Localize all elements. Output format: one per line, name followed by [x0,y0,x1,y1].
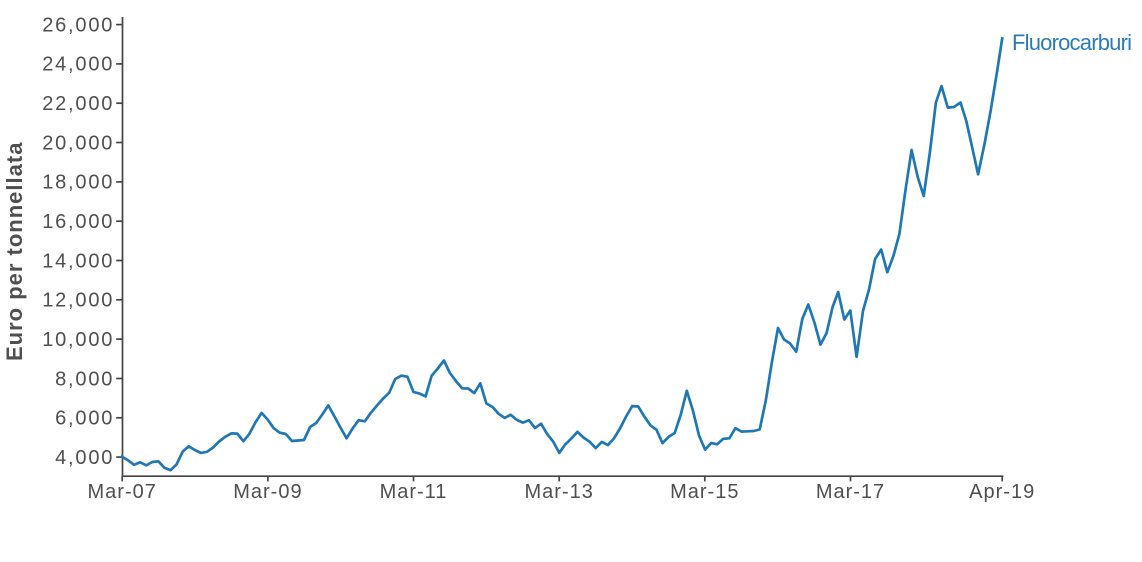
svg-text:Euro per tonnellata: Euro per tonnellata [2,142,27,361]
svg-text:8,000: 8,000 [55,368,114,390]
svg-text:Mar-09: Mar-09 [233,481,302,503]
svg-text:20,000: 20,000 [42,132,114,154]
svg-text:Mar-15: Mar-15 [670,481,739,503]
svg-text:Apr-19: Apr-19 [969,481,1035,503]
svg-text:Mar-13: Mar-13 [525,481,594,503]
svg-text:Mar-11: Mar-11 [380,481,448,503]
svg-text:Mar-07: Mar-07 [88,481,157,503]
svg-text:Mar-17: Mar-17 [816,481,885,503]
svg-text:26,000: 26,000 [42,14,114,36]
svg-text:Fluorocarburi: Fluorocarburi [1012,30,1131,55]
svg-text:18,000: 18,000 [42,172,114,194]
svg-text:16,000: 16,000 [42,211,114,233]
svg-text:14,000: 14,000 [42,250,114,272]
svg-text:24,000: 24,000 [42,54,114,76]
svg-text:22,000: 22,000 [42,93,114,115]
svg-text:10,000: 10,000 [42,329,114,351]
svg-text:4,000: 4,000 [55,447,114,469]
svg-text:12,000: 12,000 [42,290,114,312]
svg-text:6,000: 6,000 [55,408,114,430]
